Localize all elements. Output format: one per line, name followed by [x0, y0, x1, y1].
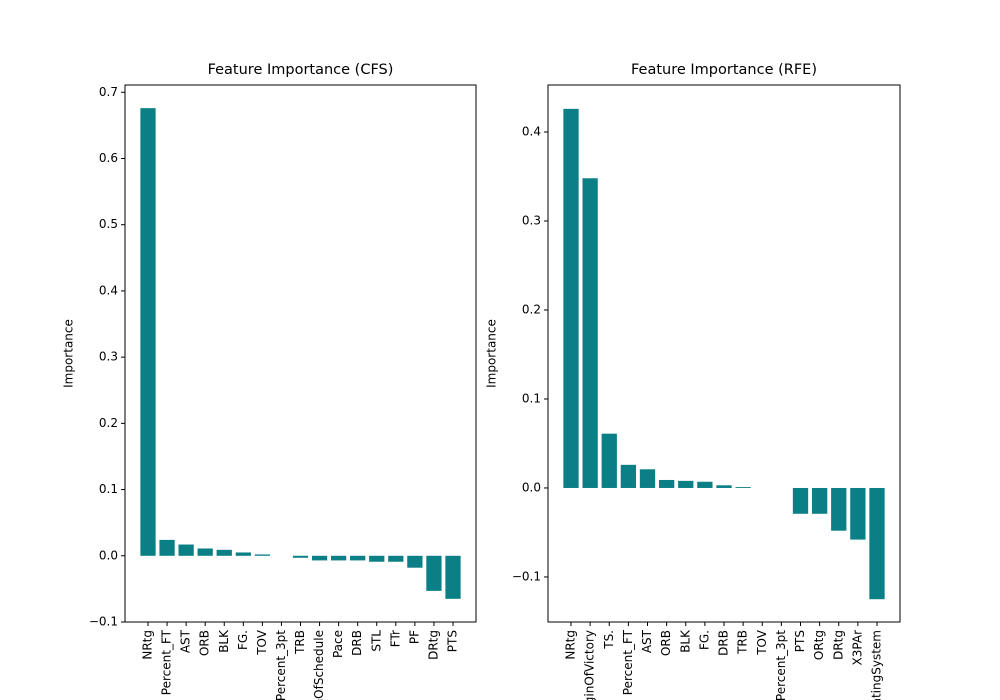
x-tick-label: Percent_FT: [621, 629, 635, 695]
plot-frame: [124, 84, 477, 623]
bar: [426, 555, 442, 591]
bar: [292, 555, 309, 558]
y-tick-label: 0.2: [99, 416, 118, 430]
x-tick-label: TRB: [736, 630, 750, 655]
bar: [388, 555, 404, 562]
x-tick-label: SimpleRatingSystem: [870, 630, 884, 700]
x-tick-label: DRtg: [831, 630, 845, 660]
bar: [658, 479, 675, 488]
x-tick-label: NRtg: [141, 630, 155, 660]
y-axis-label: Importance: [62, 319, 76, 388]
x-tick-label: StrengthOfSchedule: [312, 630, 326, 700]
x-tick-label: AST: [640, 629, 654, 653]
y-tick-label: 0.1: [99, 482, 118, 496]
bar: [140, 108, 156, 556]
bar: [254, 554, 270, 556]
x-tick-label: PTS: [446, 630, 460, 652]
y-tick-label: 0.3: [522, 213, 541, 227]
bar: [869, 487, 885, 600]
plot-frame: [547, 84, 901, 623]
bar: [601, 433, 617, 488]
bar: [563, 108, 579, 488]
y-tick-label: −0.1: [89, 615, 118, 629]
y-tick-label: 0.0: [99, 548, 118, 562]
chart-title: Feature Importance (CFS): [208, 62, 394, 78]
x-tick-label: TRB: [293, 630, 307, 655]
x-tick-label: Percent_FT: [160, 629, 174, 695]
x-tick-label: DRB: [350, 630, 364, 656]
subplot: Feature Importance (RFE) Importance −0.1 0.…: [485, 62, 901, 700]
bar: [716, 485, 732, 488]
bar: [331, 555, 347, 561]
x-tick-label: FG.: [236, 630, 250, 650]
bar: [735, 487, 751, 488]
x-tick-label: DRtg: [426, 630, 440, 660]
bar: [178, 544, 194, 556]
chart-title: Feature Importance (RFE): [631, 62, 817, 78]
bar: [216, 549, 232, 556]
x-tick-label: PTS: [793, 630, 807, 652]
y-tick-label: 0.4: [99, 283, 118, 297]
bar: [159, 539, 175, 556]
y-tick-label: 0.1: [522, 391, 541, 405]
bar: [445, 555, 461, 599]
x-tick-label: TOV: [755, 629, 769, 656]
x-tick-label: ORB: [198, 630, 212, 656]
bar: [639, 469, 656, 488]
x-tick-label: TOV: [255, 629, 269, 656]
bar: [831, 487, 847, 531]
bar: [678, 480, 694, 488]
y-tick-label: −0.1: [512, 569, 541, 583]
subplot: Feature Importance (CFS) Importance −0.1 0.…: [62, 62, 477, 700]
x-tick-label: Percent_3pt: [274, 630, 288, 700]
y-tick-label: 0.3: [99, 350, 118, 364]
bar: [197, 548, 213, 556]
x-tick-label: DRB: [717, 630, 731, 656]
x-tick-label: ORB: [659, 630, 673, 656]
x-tick-label: FG.: [697, 630, 711, 650]
bar: [620, 464, 637, 488]
y-axis-label: Importance: [485, 319, 499, 388]
x-tick-label: BLK: [217, 629, 231, 653]
bar: [369, 555, 385, 562]
x-tick-label: BLK: [678, 629, 692, 653]
x-tick-label: MarginOfVictory: [583, 630, 597, 700]
bar: [697, 481, 713, 488]
x-tick-label: PF: [407, 630, 421, 644]
bar: [311, 555, 328, 561]
y-tick-label: 0.5: [99, 217, 118, 231]
x-tick-label: Pace: [331, 630, 345, 658]
x-tick-label: X3PAr: [850, 630, 864, 666]
x-tick-label: AST: [179, 629, 193, 653]
x-tick-label: STL: [369, 630, 383, 652]
bar: [792, 487, 809, 514]
bar: [811, 487, 828, 514]
x-tick-label: ORtg: [812, 630, 826, 660]
y-tick-label: 0.6: [99, 151, 118, 165]
y-tick-label: 0.0: [522, 480, 541, 494]
y-tick-label: 0.7: [99, 85, 118, 99]
bar: [850, 487, 866, 540]
bar: [582, 178, 598, 488]
x-tick-label: NRtg: [564, 630, 578, 660]
x-tick-label: FTr: [388, 630, 402, 647]
y-tick-label: 0.2: [522, 302, 541, 316]
bar: [235, 552, 251, 556]
x-tick-label: TS.: [602, 630, 616, 650]
bar: [350, 555, 366, 561]
bar: [407, 555, 423, 568]
y-tick-label: 0.4: [522, 124, 541, 138]
x-tick-label: Percent_3pt: [774, 630, 788, 700]
